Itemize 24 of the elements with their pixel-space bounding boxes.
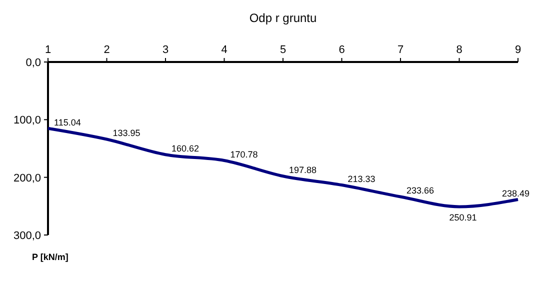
x-tick-label: 3	[162, 44, 169, 56]
x-tick-label: 1	[44, 44, 52, 56]
y-tick-label: 0,0	[26, 57, 41, 69]
data-label: 213.33	[348, 174, 376, 184]
data-label: 133.95	[112, 128, 140, 138]
y-axis-title: P [kN/m]	[32, 252, 68, 262]
data-label: 160.62	[172, 144, 200, 154]
y-tick-label: 100,0	[13, 114, 41, 127]
data-label: 233.66	[406, 186, 434, 196]
data-label: 250.91	[449, 212, 477, 223]
data-label: 170.78	[230, 149, 258, 160]
chart-title: Odp r gruntu	[249, 11, 317, 25]
data-label: 238.49	[502, 188, 530, 199]
data-label: 197.88	[289, 165, 317, 176]
y-tick-label: 200,0	[13, 172, 41, 184]
x-tick-label: 5	[280, 44, 286, 56]
x-tick-label: 8	[456, 44, 462, 56]
x-tick-label: 9	[514, 44, 522, 56]
data-label: 115.04	[54, 117, 81, 128]
y-tick-label: 300,0	[13, 230, 41, 242]
x-tick-label: 4	[221, 44, 228, 56]
x-tick-label: 7	[397, 44, 404, 56]
x-tick-label: 6	[338, 44, 345, 56]
x-tick-label: 2	[104, 44, 110, 56]
